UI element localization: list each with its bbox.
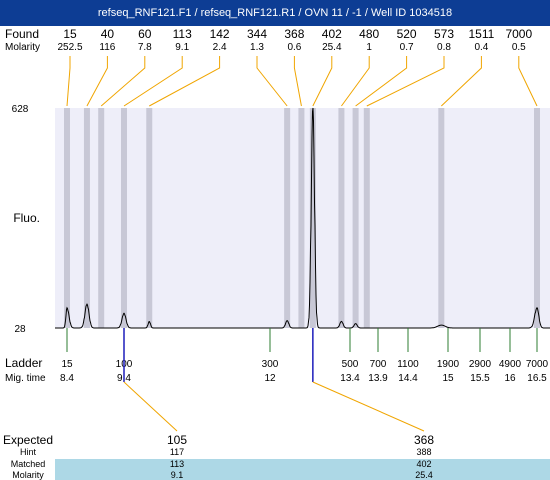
y-axis-max-label: 628: [12, 104, 29, 115]
found-peak-connector: [123, 56, 183, 107]
found-peak-size: 1511: [468, 27, 494, 41]
found-peak-molarity: 25.4: [322, 42, 342, 53]
expected-table-row-label: Molarity: [12, 470, 44, 480]
expected-table-cell: 105: [167, 433, 187, 447]
found-peak-size: 573: [434, 27, 454, 41]
found-peak-molarity: 7.8: [138, 42, 152, 53]
y-axis-min-label: 28: [14, 324, 26, 335]
mig-time-label: 15.5: [470, 373, 490, 384]
ladder-size-label: 7000: [526, 359, 549, 370]
ladder-size-label: 1900: [437, 359, 460, 370]
expected-table-cell: 9.1: [171, 470, 184, 480]
ladder-size-label: 700: [370, 359, 387, 370]
found-peak-molarity: 252.5: [57, 42, 82, 53]
found-peak-size: 344: [247, 27, 267, 41]
found-peak-connector: [366, 56, 445, 107]
found-peak-size: 368: [284, 27, 304, 41]
ladder-size-label: 2900: [469, 359, 492, 370]
ladder-row-label: Ladder: [5, 356, 42, 370]
matched-molarity-highlight: [55, 459, 550, 480]
found-peak-connector: [149, 56, 221, 107]
expected-peak-connector: [123, 381, 178, 432]
found-peak-connector: [100, 56, 146, 107]
found-peak-molarity: 0.6: [287, 42, 301, 53]
ladder-size-label: 300: [262, 359, 279, 370]
found-peak-band: [298, 108, 305, 328]
found-peak-band: [146, 108, 153, 328]
expected-table-cell: 113: [170, 459, 184, 469]
expected-table-row-label: Matched: [11, 459, 46, 469]
found-peak-band: [309, 108, 316, 328]
found-peak-band: [64, 108, 70, 328]
found-peak-connector: [293, 56, 302, 107]
mig-time-label: 12: [264, 373, 276, 384]
expected-table-cell: 117: [170, 447, 184, 457]
found-peak-size: 15: [63, 27, 77, 41]
found-peak-molarity: 9.1: [175, 42, 189, 53]
found-peak-connector: [341, 56, 370, 107]
found-peak-molarity: 0.5: [512, 42, 526, 53]
found-peak-molarity: 2.4: [213, 42, 227, 53]
mig-time-label: 16: [504, 373, 516, 384]
ladder-size-label: 1100: [397, 359, 419, 370]
found-peak-size: 40: [101, 27, 115, 41]
expected-table-row-label: Expected: [3, 433, 53, 447]
expected-table-cell: 388: [416, 447, 431, 457]
found-peak-molarity: 1.3: [250, 42, 264, 53]
found-peak-band: [284, 108, 291, 328]
found-peak-size: 480: [359, 27, 379, 41]
found-peak-connector: [86, 56, 108, 107]
expected-peak-connector: [312, 381, 425, 432]
found-peak-size: 7000: [505, 27, 532, 41]
expected-table-cell: 402: [416, 459, 431, 469]
found-peak-band: [83, 108, 90, 328]
found-peak-molarity: 116: [99, 42, 115, 53]
found-peak-size: 520: [397, 27, 417, 41]
found-peak-band: [98, 108, 105, 328]
mig-time-row-label: Mig. time: [5, 373, 46, 384]
found-peak-band: [121, 108, 127, 328]
found-peak-connector: [312, 56, 333, 107]
found-peak-molarity: 0.4: [474, 42, 488, 53]
ladder-size-label: 500: [342, 359, 359, 370]
found-peak-connector: [256, 56, 288, 107]
found-peak-band: [438, 108, 445, 328]
found-peak-band: [363, 108, 370, 328]
mig-time-label: 15: [442, 373, 454, 384]
mig-time-label: 13.9: [368, 373, 388, 384]
molarity-row-label: Molarity: [5, 42, 40, 53]
found-peak-molarity: 0.7: [400, 42, 414, 53]
found-peak-size: 60: [138, 27, 152, 41]
found-peak-molarity: 1: [366, 42, 372, 53]
fluorescence-trace: [55, 107, 550, 329]
found-peak-connector: [355, 56, 408, 107]
found-peak-molarity: 0.8: [437, 42, 451, 53]
found-peak-size: 402: [322, 27, 342, 41]
found-peak-band: [338, 108, 345, 328]
expected-table-row-label: Hint: [20, 447, 37, 457]
found-peak-band: [534, 108, 540, 328]
mig-time-label: 8.4: [60, 373, 74, 384]
found-peak-connector: [440, 56, 482, 107]
mig-time-label: 14.4: [398, 373, 418, 384]
found-peak-size: 113: [173, 27, 192, 41]
found-peak-connector: [66, 56, 71, 107]
found-peak-size: 142: [210, 27, 230, 41]
chart-title: refseq_RNF121.F1 / refseq_RNF121.R1 / OV…: [0, 0, 550, 26]
expected-table-cell: 368: [414, 433, 434, 447]
mig-time-label: 13.4: [340, 373, 360, 384]
y-axis-label: Fluo.: [13, 211, 40, 225]
ladder-size-label: 15: [61, 359, 73, 370]
found-peak-connector: [518, 56, 538, 107]
found-row-label: Found: [5, 27, 39, 41]
ladder-size-label: 4900: [499, 359, 522, 370]
found-peak-band: [352, 108, 359, 328]
mig-time-label: 16.5: [527, 373, 547, 384]
expected-table-cell: 25.4: [415, 470, 433, 480]
